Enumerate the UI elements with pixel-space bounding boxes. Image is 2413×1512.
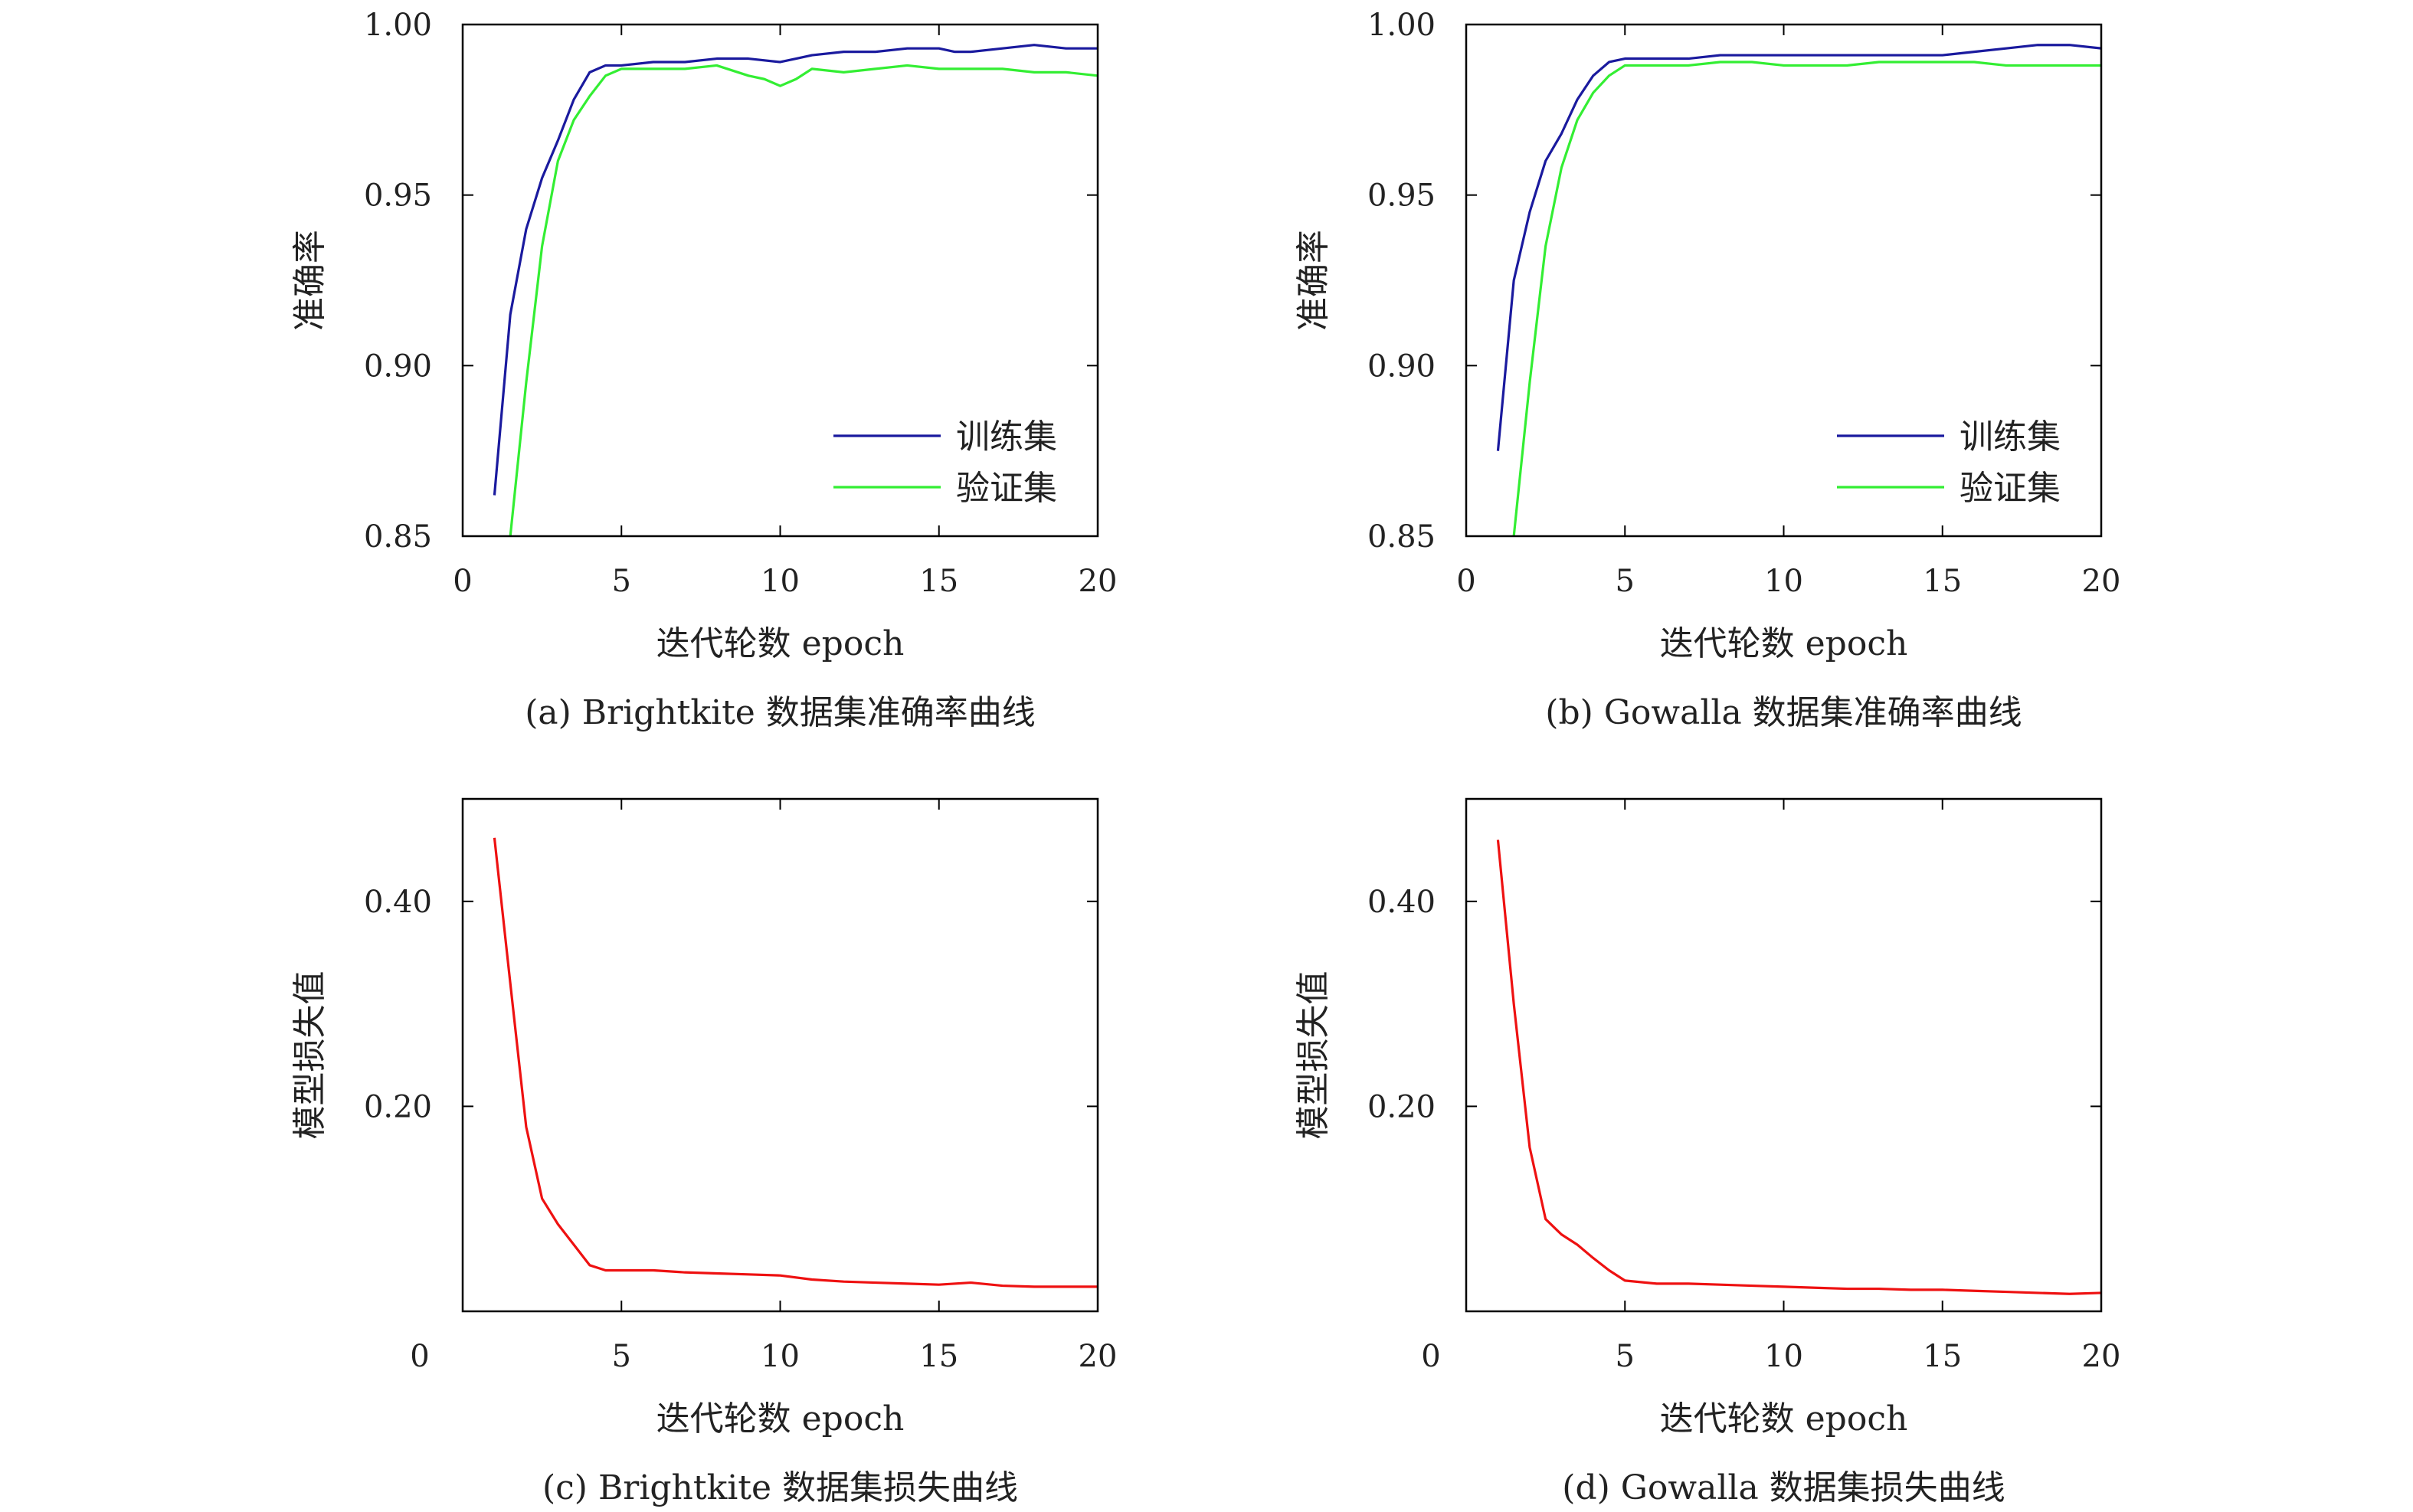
- y-tick-label: 1.00: [364, 8, 432, 43]
- legend-label: 训练集: [1960, 417, 2061, 457]
- chart-caption: (c) Brightkite 数据集损失曲线: [542, 1468, 1018, 1507]
- x-tick-label: 5: [612, 1339, 631, 1374]
- x-tick-label: 10: [1764, 564, 1803, 599]
- x-tick-label: 15: [1923, 564, 1962, 599]
- legend-label: 验证集: [956, 469, 1057, 508]
- y-axis-title: 准确率: [290, 230, 329, 331]
- x-tick-label: 15: [1923, 1339, 1962, 1374]
- chart-a: 0 5 10 15 20 0.85 0.90 0.95 1.00 迭代轮数 epoch 准确率 (a)…: [290, 8, 1117, 732]
- y-tick-label: 0.90: [1367, 349, 1436, 384]
- chart-caption: (d) Gowalla 数据集损失曲线: [1562, 1468, 2005, 1507]
- x-tick-label: 10: [761, 564, 800, 599]
- x-tick-label: 10: [1764, 1339, 1803, 1374]
- x-tick-label: 0: [410, 1339, 429, 1374]
- x-tick-label: 20: [2082, 1339, 2121, 1374]
- x-tick-label: 5: [1616, 564, 1635, 599]
- series-line-1: [1496, 839, 2101, 1295]
- y-tick-label: 0.85: [364, 519, 432, 555]
- series-line-1: [493, 837, 1098, 1288]
- x-tick-label: 0: [453, 564, 472, 599]
- series-line-1: [1496, 44, 2101, 451]
- plot-frame: [461, 23, 1099, 538]
- y-axis-title: 模型损失值: [290, 971, 329, 1140]
- x-tick-label: 5: [612, 564, 631, 599]
- chart-c: 0 5 10 15 20 0.20 0.40 迭代轮数 epoch 模型损失值 (c) Brigh…: [290, 797, 1118, 1507]
- x-tick-label: 5: [1616, 1339, 1635, 1374]
- legend-label: 训练集: [956, 417, 1057, 457]
- x-tick-label: 20: [2082, 564, 2121, 599]
- x-axis-title: 迭代轮数 epoch: [656, 1399, 905, 1438]
- chart-d: 0 5 10 15 20 0.20 0.40 迭代轮数 epoch 模型损失值 (d) Gowal…: [1294, 797, 2121, 1507]
- x-tick-label: 10: [761, 1339, 800, 1374]
- y-tick-label: 0.90: [364, 349, 432, 384]
- x-axis-title: 迭代轮数 epoch: [1660, 624, 1908, 663]
- series-line-1: [493, 44, 1098, 496]
- y-axis-title: 准确率: [1294, 230, 1333, 331]
- series-line-2: [1512, 61, 2101, 536]
- series-line-2: [509, 64, 1098, 536]
- x-axis-title: 迭代轮数 epoch: [1660, 1399, 1908, 1438]
- chart-caption: (a) Brightkite 数据集准确率曲线: [525, 693, 1036, 732]
- x-axis-title: 迭代轮数 epoch: [656, 624, 905, 663]
- plot-frame: [461, 797, 1099, 1313]
- x-tick-label: 0: [1456, 564, 1475, 599]
- y-tick-label: 0.95: [1367, 178, 1436, 214]
- y-tick-label: 1.00: [1367, 8, 1436, 43]
- y-tick-label: 0.20: [1367, 1089, 1436, 1124]
- chart-b: 0 5 10 15 20 0.85 0.90 0.95 1.00 迭代轮数 epoch 准确率 (b)…: [1294, 8, 2120, 732]
- x-tick-label: 20: [1079, 1339, 1118, 1374]
- x-tick-label: 15: [919, 1339, 958, 1374]
- legend-label: 验证集: [1960, 469, 2061, 508]
- y-tick-label: 0.40: [1367, 885, 1436, 920]
- x-tick-label: 20: [1079, 564, 1118, 599]
- y-tick-label: 0.40: [364, 885, 432, 920]
- plot-frame: [1465, 23, 2103, 538]
- chart-caption: (b) Gowalla 数据集准确率曲线: [1545, 693, 2022, 732]
- y-tick-label: 0.20: [364, 1089, 432, 1124]
- y-tick-label: 0.85: [1367, 519, 1436, 555]
- x-tick-label: 0: [1421, 1339, 1440, 1374]
- y-tick-label: 0.95: [364, 178, 432, 214]
- x-tick-label: 15: [919, 564, 958, 599]
- y-axis-title: 模型损失值: [1294, 971, 1333, 1140]
